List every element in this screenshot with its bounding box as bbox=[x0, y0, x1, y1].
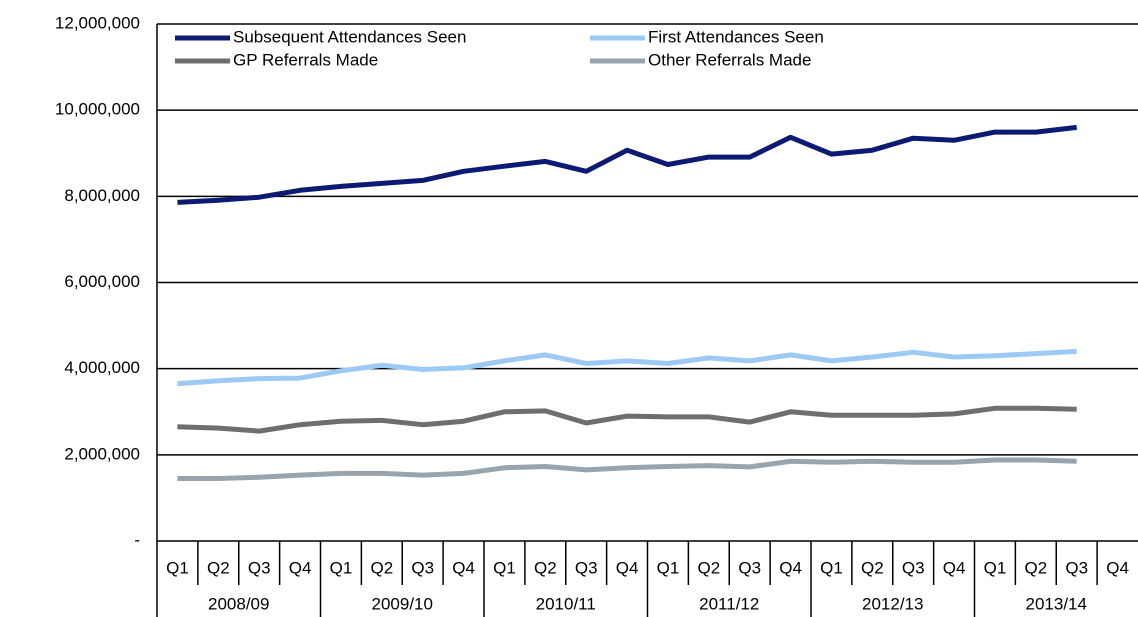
legend-label: First Attendances Seen bbox=[648, 27, 824, 46]
legend-label: Other Referrals Made bbox=[648, 50, 811, 69]
x-tick-label: Q3 bbox=[248, 558, 271, 577]
x-tick-label: Q4 bbox=[943, 558, 966, 577]
x-group-label: 2008/09 bbox=[208, 594, 269, 613]
x-tick-label: Q4 bbox=[1106, 558, 1129, 577]
x-group-label: 2013/14 bbox=[1026, 594, 1087, 613]
x-tick-label: Q1 bbox=[820, 558, 843, 577]
x-tick-label: Q2 bbox=[861, 558, 884, 577]
x-tick-label: Q2 bbox=[697, 558, 720, 577]
x-group-label: 2010/11 bbox=[536, 594, 596, 613]
x-group-label: 2012/13 bbox=[862, 594, 923, 613]
y-tick-label: 8,000,000 bbox=[64, 186, 140, 205]
x-tick-label: Q3 bbox=[411, 558, 434, 577]
x-group-label: 2009/10 bbox=[372, 594, 433, 613]
y-tick-label: 10,000,000 bbox=[55, 100, 140, 119]
x-tick-label: Q3 bbox=[575, 558, 598, 577]
x-tick-label: Q1 bbox=[330, 558, 353, 577]
x-tick-label: Q2 bbox=[534, 558, 557, 577]
y-tick-label: 12,000,000 bbox=[55, 13, 140, 32]
x-tick-label: Q1 bbox=[493, 558, 516, 577]
legend-label: GP Referrals Made bbox=[233, 50, 378, 69]
x-tick-label: Q2 bbox=[1024, 558, 1047, 577]
x-tick-label: Q1 bbox=[657, 558, 680, 577]
x-tick-label: Q3 bbox=[1065, 558, 1088, 577]
x-group-label: 2011/12 bbox=[699, 594, 759, 613]
y-tick-label: 2,000,000 bbox=[64, 444, 140, 463]
y-tick-label: 6,000,000 bbox=[64, 272, 140, 291]
x-tick-label: Q4 bbox=[616, 558, 639, 577]
x-tick-label: Q4 bbox=[779, 558, 802, 577]
x-tick-label: Q1 bbox=[166, 558, 189, 577]
y-tick-label: - bbox=[134, 530, 140, 549]
x-tick-label: Q4 bbox=[452, 558, 475, 577]
series-line bbox=[177, 348, 1077, 387]
x-tick-label: Q3 bbox=[738, 558, 761, 577]
x-tick-label: Q3 bbox=[902, 558, 925, 577]
y-tick-label: 4,000,000 bbox=[64, 358, 140, 377]
series-line bbox=[177, 457, 1077, 481]
x-tick-label: Q2 bbox=[370, 558, 393, 577]
legend-label: Subsequent Attendances Seen bbox=[233, 27, 466, 46]
series-line bbox=[177, 405, 1077, 434]
x-tick-label: Q4 bbox=[289, 558, 312, 577]
x-tick-label: Q1 bbox=[984, 558, 1007, 577]
series-line bbox=[177, 124, 1077, 205]
x-tick-label: Q2 bbox=[207, 558, 230, 577]
